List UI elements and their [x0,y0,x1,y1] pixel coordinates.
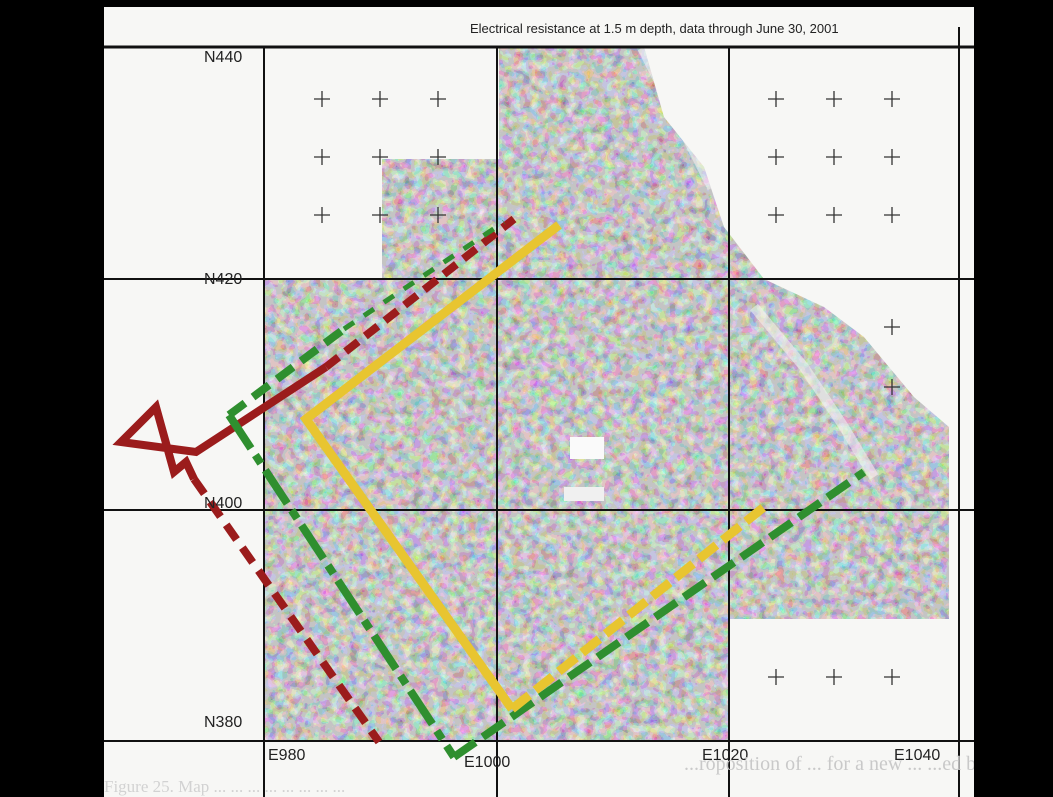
easting-label-e1020: E1020 [702,747,749,764]
cross-marker [768,149,784,165]
faded-caption-line-1: ...roposition of ... for a new ... ...ed… [684,753,974,775]
easting-label-e1000: E1000 [464,754,511,771]
northing-label-n420: N420 [204,271,243,288]
grid-cross-markers [314,91,900,685]
faded-caption-line-2: Figure 25. Map ... ... ... ... ... ... .… [104,777,346,796]
cross-marker [372,149,388,165]
cross-marker [826,91,842,107]
cross-marker [314,207,330,223]
cross-marker [768,207,784,223]
easting-label-e980: E980 [268,747,306,764]
cross-marker [314,149,330,165]
cross-marker [884,149,900,165]
cross-marker [430,91,446,107]
resistance-map [104,27,974,797]
easting-label-e1040: E1040 [894,747,941,764]
grid-lines [104,27,974,797]
cross-marker [430,149,446,165]
cross-marker [884,379,900,395]
cross-marker [884,207,900,223]
northing-label-n440: N440 [204,49,243,66]
resistance-data [264,47,949,741]
cross-marker [768,91,784,107]
cross-marker [314,91,330,107]
cross-marker [884,319,900,335]
cross-marker [372,207,388,223]
cross-marker [826,669,842,685]
red-outline [112,215,517,745]
cross-marker [372,91,388,107]
green-outline [225,219,867,761]
cross-marker [826,207,842,223]
northing-label-n380: N380 [204,714,243,731]
map-panel: Electrical resistance at 1.5 m depth, da… [104,7,974,797]
yellow-outline [299,221,767,713]
cross-marker [884,91,900,107]
cross-marker [430,207,446,223]
cross-marker [884,669,900,685]
cross-marker [768,669,784,685]
cross-marker [826,149,842,165]
northing-label-n400: N400 [204,495,243,512]
map-title: Electrical resistance at 1.5 m depth, da… [470,21,839,36]
